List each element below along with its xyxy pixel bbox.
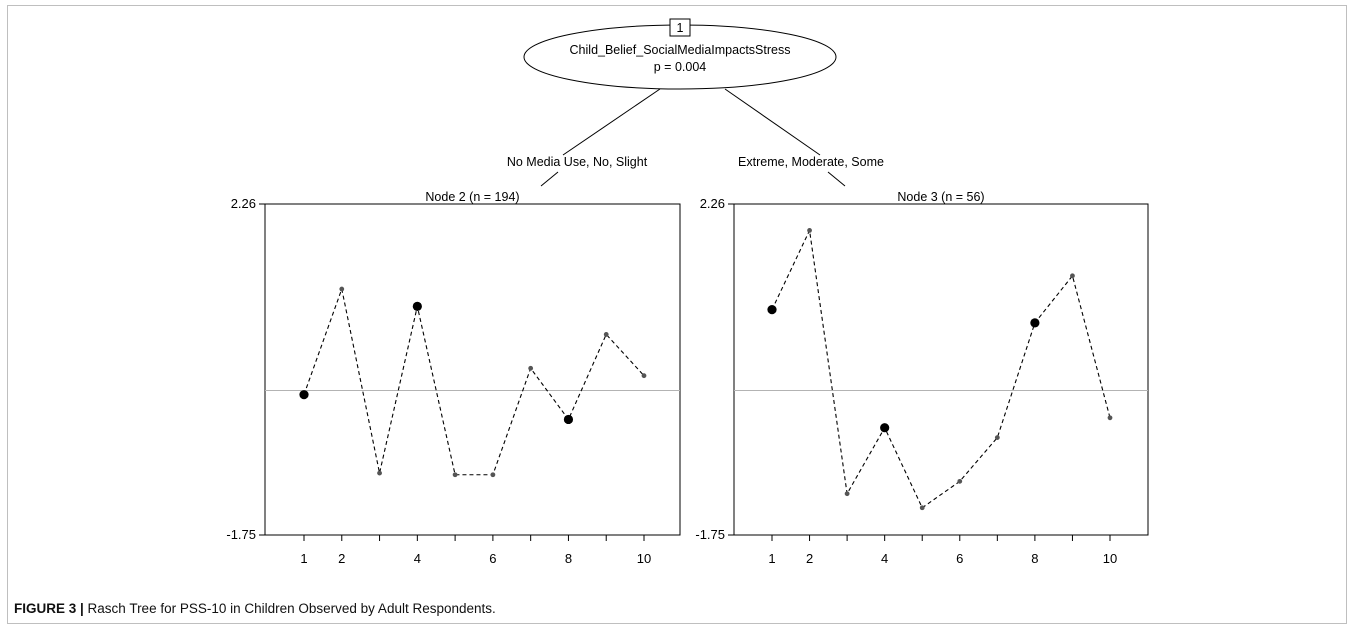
y-tick-label: -1.75 bbox=[695, 527, 725, 542]
x-tick-label: 1 bbox=[300, 551, 307, 566]
data-point bbox=[452, 472, 458, 478]
data-point bbox=[994, 435, 1000, 440]
root-node-id: 1 bbox=[677, 21, 684, 35]
x-tick-label: 10 bbox=[637, 551, 651, 566]
caption-text: Rasch Tree for PSS-10 in Children Observ… bbox=[83, 601, 496, 616]
panel-box bbox=[264, 203, 681, 536]
highlighted-point bbox=[299, 390, 309, 400]
highlighted-point bbox=[1030, 318, 1040, 328]
node-3-panel: Node 3 (n = 56) 2.26 -1.75 1 2 4 6 8 10 bbox=[695, 190, 1149, 566]
data-point bbox=[490, 472, 496, 478]
data-point bbox=[844, 491, 850, 497]
highlighted-point bbox=[767, 305, 777, 315]
series-line bbox=[771, 228, 1111, 509]
y-tick-label: 2.26 bbox=[700, 196, 725, 211]
highlighted-point bbox=[880, 423, 890, 433]
data-point bbox=[528, 365, 534, 371]
x-tick-label: 6 bbox=[489, 551, 496, 566]
caption-label: FIGURE 3 | bbox=[14, 601, 84, 616]
x-tick-label: 4 bbox=[881, 551, 888, 566]
x-tick-label: 6 bbox=[956, 551, 963, 566]
right-edge-upper bbox=[724, 88, 821, 156]
x-tick-label: 8 bbox=[565, 551, 572, 566]
figure-frame bbox=[7, 5, 1347, 624]
x-tick-label: 8 bbox=[1031, 551, 1038, 566]
data-point bbox=[339, 286, 345, 292]
data-point bbox=[807, 228, 812, 233]
right-edge-lower bbox=[827, 171, 846, 187]
x-tick-label: 2 bbox=[806, 551, 813, 566]
data-point bbox=[641, 373, 647, 379]
y-tick-label: 2.26 bbox=[231, 196, 256, 211]
data-point bbox=[1107, 415, 1113, 421]
right-branch-label: Extreme, Moderate, Some bbox=[738, 155, 884, 169]
figure-caption: FIGURE 3 | Rasch Tree for PSS-10 in Chil… bbox=[14, 601, 496, 616]
data-point bbox=[603, 332, 609, 337]
panel-box bbox=[733, 203, 1149, 536]
node-2-panel: Node 2 (n = 194) 2.26 -1.75 1 2 4 6 8 10 bbox=[226, 190, 681, 566]
data-point bbox=[957, 478, 963, 484]
root-node-id-box bbox=[669, 18, 691, 37]
left-branch-label: No Media Use, No, Slight bbox=[507, 155, 648, 169]
y-tick-label: -1.75 bbox=[226, 527, 256, 542]
root-node-p-value: p = 0.004 bbox=[654, 60, 707, 74]
data-point bbox=[1070, 273, 1075, 279]
data-point bbox=[377, 470, 382, 476]
root-node-variable: Child_Belief_SocialMediaImpactsStress bbox=[570, 43, 791, 57]
series-line bbox=[303, 286, 645, 476]
left-edge-lower bbox=[540, 171, 559, 187]
highlighted-point bbox=[563, 414, 574, 425]
left-edge-upper bbox=[562, 88, 661, 156]
x-tick-label: 2 bbox=[338, 551, 345, 566]
highlighted-point bbox=[412, 301, 422, 311]
x-tick-label: 1 bbox=[768, 551, 775, 566]
panel-title: Node 3 (n = 56) bbox=[897, 190, 984, 204]
data-point bbox=[919, 505, 925, 511]
x-tick-label: 4 bbox=[414, 551, 421, 566]
panel-title: Node 2 (n = 194) bbox=[425, 190, 519, 204]
x-tick-label: 10 bbox=[1103, 551, 1117, 566]
